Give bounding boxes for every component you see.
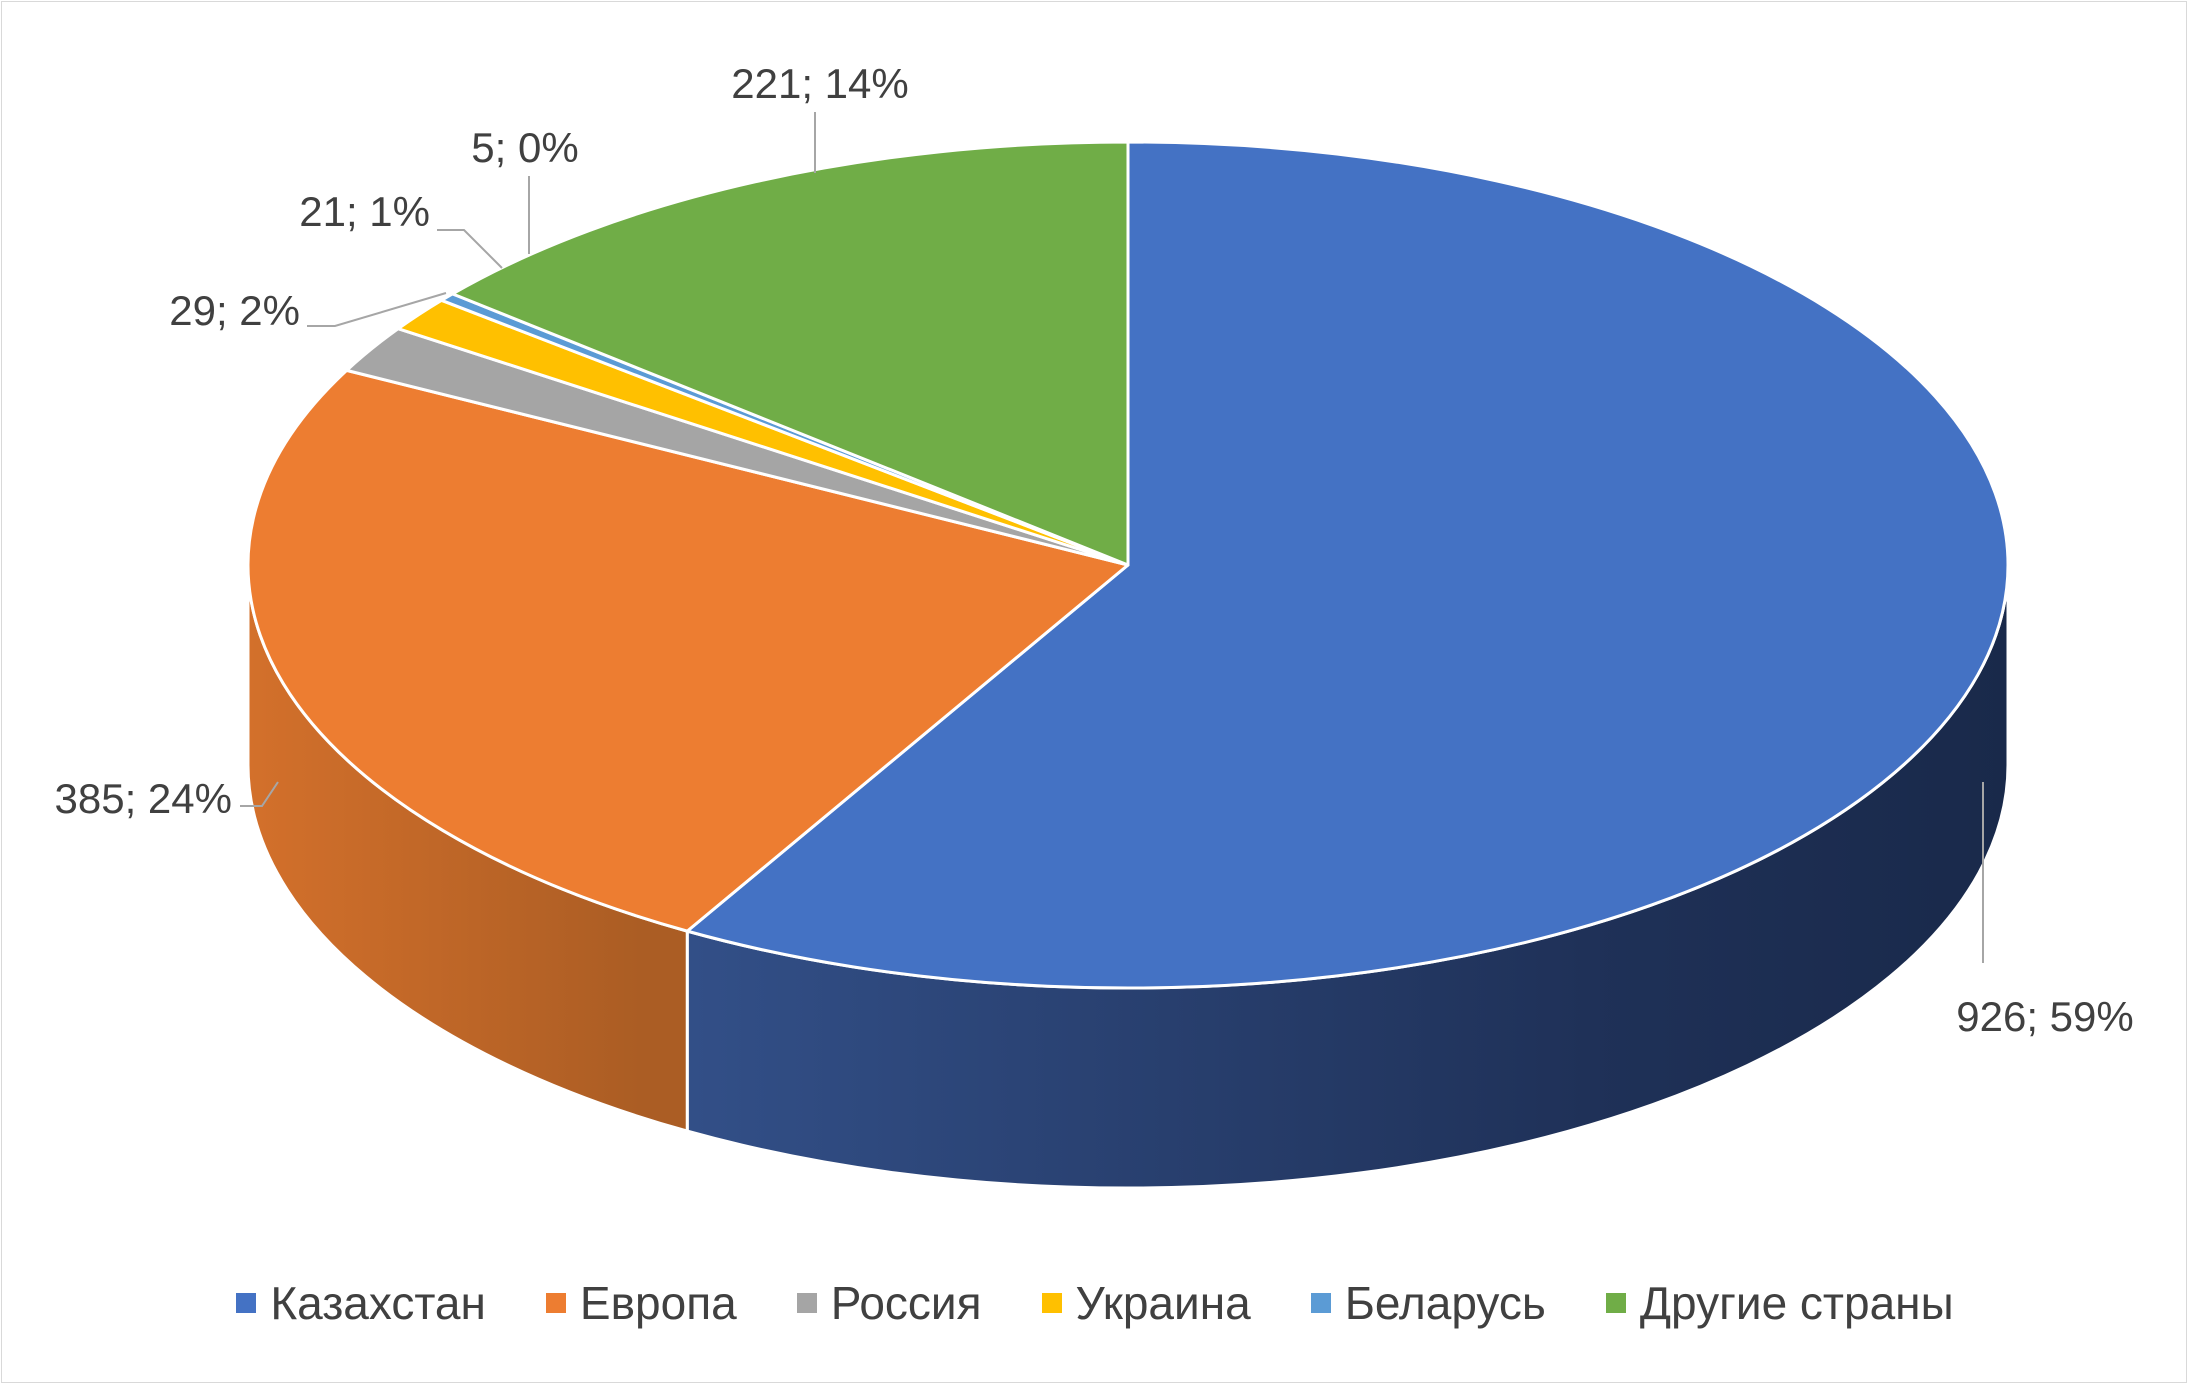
data-label-russia: 29; 2% <box>169 287 300 334</box>
legend-swatch <box>796 1293 817 1313</box>
data-label-ukraine: 21; 1% <box>299 188 430 235</box>
legend-swatch <box>1041 1293 1062 1313</box>
legend-swatch <box>545 1293 566 1313</box>
legend-label: Европа <box>579 1277 737 1329</box>
legend-item-russia: Россия <box>796 1276 982 1330</box>
legend: Казахстан Европа Россия Украина Беларусь… <box>0 1276 2190 1330</box>
legend-label: Украина <box>1075 1277 1251 1329</box>
pie-slice-kazakhstan <box>685 140 2010 990</box>
legend-label: Другие страны <box>1639 1277 1954 1329</box>
legend-label: Беларусь <box>1344 1277 1546 1329</box>
leader-line-ukraine <box>437 229 503 269</box>
legend-swatch <box>1310 1293 1331 1313</box>
data-label-belarus: 5; 0% <box>471 124 578 171</box>
legend-item-belarus: Беларусь <box>1310 1276 1546 1330</box>
legend-item-other: Другие страны <box>1605 1276 1954 1330</box>
legend-swatch <box>1605 1293 1626 1313</box>
data-label-europe: 385; 24% <box>55 775 232 822</box>
leader-line-europe <box>240 781 279 807</box>
legend-item-kazakhstan: Казахстан <box>236 1276 486 1330</box>
legend-label: Казахстан <box>270 1277 486 1329</box>
legend-item-europe: Европа <box>545 1276 737 1330</box>
legend-swatch <box>236 1293 257 1313</box>
leader-line-russia <box>307 292 447 327</box>
legend-item-ukraine: Украина <box>1041 1276 1251 1330</box>
data-label-kazakhstan: 926; 59% <box>1956 993 2133 1040</box>
legend-label: Россия <box>830 1277 982 1329</box>
data-label-other: 221; 14% <box>731 60 908 107</box>
pie-slice-other <box>451 140 1130 567</box>
